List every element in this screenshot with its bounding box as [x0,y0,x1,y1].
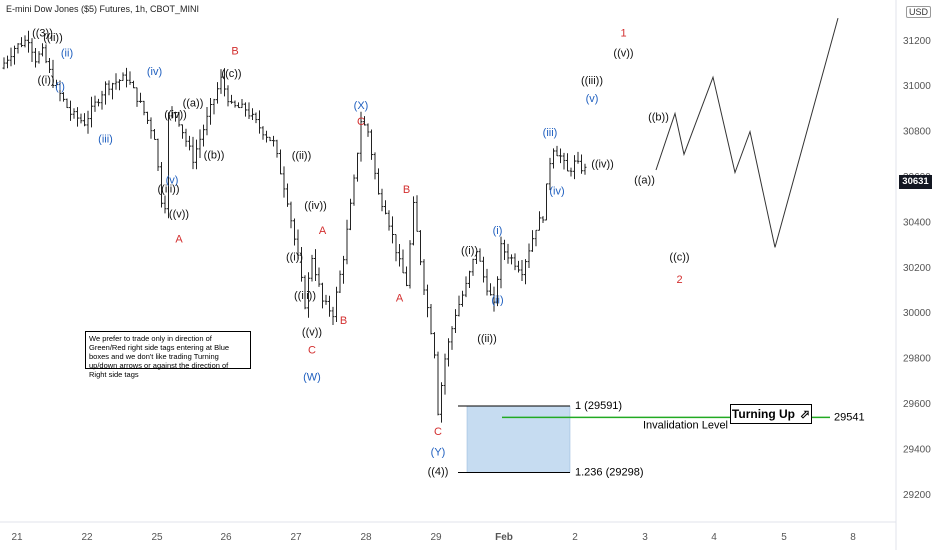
turning-up-label: Turning Up [731,407,796,421]
wave-label: (iv) [549,186,564,198]
wave-label: ((3)) [32,27,53,39]
y-tick-label: 29800 [903,354,931,365]
wave-label: (iii) [98,133,113,145]
x-tick-label: 27 [290,532,302,543]
y-tick-label: 30000 [903,308,931,319]
wave-label: ((v)) [302,326,322,338]
wave-label: ((c)) [669,251,689,263]
wave-label: (i) [55,81,65,93]
chart-title: E-mini Dow Jones ($5) Futures, 1h, CBOT_… [6,4,199,14]
y-tick-label: 29200 [903,490,931,501]
wave-label: ((iii)) [294,290,316,302]
x-tick-label: 3 [642,532,648,543]
x-tick-label: Feb [495,532,513,543]
fib-1-label: 1 (29591) [575,400,622,412]
wave-label: ((a)) [183,98,204,110]
arrow-up-right-icon: ⬀ [800,407,811,421]
x-tick-label: 26 [220,532,232,543]
wave-label: A [319,225,327,237]
entry-zone-box [466,405,571,473]
wave-label: ((v)) [169,208,189,220]
invalidation-value: 29541 [834,411,865,423]
x-tick-label: 29 [430,532,442,543]
y-tick-label: 31000 [903,81,931,92]
wave-label: B [340,315,347,327]
wave-label: ((4)) [428,466,449,478]
y-tick-label: 29600 [903,399,931,410]
wave-label: (v) [166,174,179,186]
x-tick-label: 4 [711,532,717,543]
wave-label: (W) [303,372,321,384]
x-tick-label: 5 [781,532,787,543]
y-tick-label: 31200 [903,36,931,47]
wave-label: B [403,184,410,196]
wave-label: (X) [354,100,369,112]
wave-label: (iii) [543,127,558,139]
wave-label: ((v)) [613,48,633,60]
x-tick-label: 2 [572,532,578,543]
wave-label: ((iv)) [164,109,187,121]
x-tick-label: 28 [360,532,372,543]
x-tick-label: 22 [81,532,93,543]
wave-label: ((i)) [37,74,54,86]
x-tick-label: 25 [151,532,163,543]
wave-label: ((iii)) [581,75,603,87]
y-tick-label: 30400 [903,217,931,228]
wave-label: ((b)) [648,111,669,123]
wave-label: C [308,345,316,357]
wave-label: 2 [676,274,682,286]
wave-label: ((ii)) [292,150,312,162]
x-tick-label: 21 [11,532,23,543]
last-price-badge: 30631 [899,175,932,189]
wave-label: ((ii)) [477,333,497,345]
wave-label: (iv) [147,66,162,78]
wave-label: C [357,116,365,128]
y-tick-label: 30200 [903,263,931,274]
trading-note-text: We prefer to trade only in direction of … [89,334,230,379]
trading-note: We prefer to trade only in direction of … [85,331,251,379]
wave-label: (Y) [431,447,446,459]
x-tick-label: 8 [850,532,856,543]
projection-path [655,18,839,248]
fib-1236-label: 1.236 (29298) [575,467,644,479]
wave-label: ((i)) [461,245,478,257]
wave-label: ((i)) [286,251,303,263]
wave-label: C [434,426,442,438]
wave-label: ((c)) [221,68,241,80]
y-tick-label: 29400 [903,444,931,455]
wave-label: B [231,45,238,57]
wave-label: (ii) [61,48,73,60]
wave-label: ((a)) [634,174,655,186]
wave-label: ((iv)) [304,200,327,212]
wave-label: ((b)) [204,149,225,161]
wave-label: A [175,233,183,245]
wave-label: 1 [620,27,626,39]
y-tick-label: 30800 [903,127,931,138]
wave-label: ((ii)) [43,32,63,44]
wave-label: (v) [586,93,599,105]
invalidation-label: Invalidation Level [643,419,728,431]
currency-badge[interactable]: USD [906,6,932,18]
wave-label: A [396,292,404,304]
wave-label: ((iv)) [591,158,614,170]
wave-label: ((iii)) [158,183,180,195]
wave-label: (ii) [491,295,503,307]
wave-label: (i) [493,225,503,237]
turning-up-tag: Turning Up ⬀ [730,404,812,424]
